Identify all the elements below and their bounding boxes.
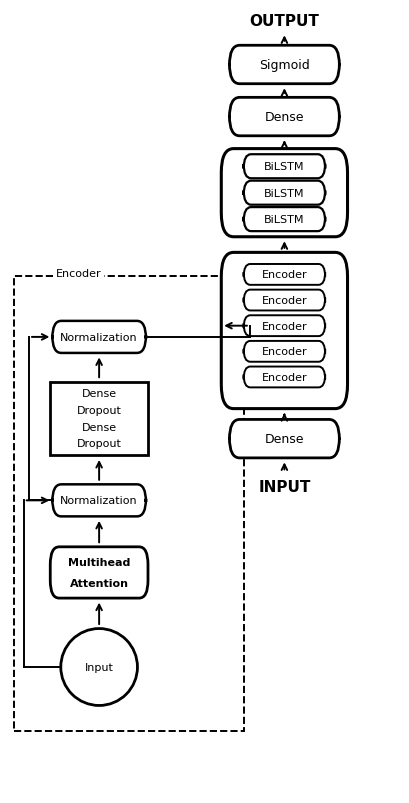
- Text: Dense: Dense: [81, 389, 117, 398]
- Text: Encoder: Encoder: [261, 296, 306, 306]
- Text: Dense: Dense: [81, 422, 117, 432]
- FancyBboxPatch shape: [221, 149, 347, 238]
- Text: Dense: Dense: [264, 111, 303, 124]
- FancyBboxPatch shape: [52, 321, 146, 353]
- Text: BiLSTM: BiLSTM: [263, 189, 304, 198]
- Text: Dropout: Dropout: [76, 439, 121, 449]
- Text: Encoder: Encoder: [261, 321, 306, 332]
- Text: OUTPUT: OUTPUT: [249, 14, 319, 29]
- FancyBboxPatch shape: [243, 181, 324, 206]
- Text: Encoder: Encoder: [261, 373, 306, 382]
- FancyBboxPatch shape: [243, 290, 324, 311]
- Text: Multihead: Multihead: [68, 557, 130, 568]
- FancyBboxPatch shape: [229, 420, 339, 459]
- FancyBboxPatch shape: [221, 253, 347, 409]
- Text: Encoder: Encoder: [261, 270, 306, 280]
- Text: Dense: Dense: [264, 433, 303, 446]
- FancyBboxPatch shape: [50, 547, 148, 598]
- FancyBboxPatch shape: [243, 316, 324, 336]
- Text: Sigmoid: Sigmoid: [258, 59, 309, 72]
- Text: Normalization: Normalization: [60, 332, 137, 342]
- FancyBboxPatch shape: [243, 265, 324, 286]
- Text: BiLSTM: BiLSTM: [263, 215, 304, 225]
- Text: Input: Input: [85, 662, 113, 672]
- FancyBboxPatch shape: [52, 485, 146, 517]
- Text: Attention: Attention: [70, 578, 128, 588]
- Ellipse shape: [61, 629, 137, 706]
- FancyBboxPatch shape: [243, 341, 324, 362]
- Bar: [50, 382, 148, 456]
- FancyBboxPatch shape: [229, 47, 339, 84]
- Text: BiLSTM: BiLSTM: [263, 162, 304, 172]
- FancyBboxPatch shape: [229, 98, 339, 137]
- Text: Dropout: Dropout: [76, 406, 121, 415]
- Text: INPUT: INPUT: [258, 479, 310, 495]
- Text: Encoder: Encoder: [261, 347, 306, 357]
- FancyBboxPatch shape: [243, 367, 324, 388]
- Text: Normalization: Normalization: [60, 495, 137, 506]
- FancyBboxPatch shape: [243, 155, 324, 179]
- FancyBboxPatch shape: [243, 208, 324, 232]
- Text: Encoder: Encoder: [56, 268, 101, 279]
